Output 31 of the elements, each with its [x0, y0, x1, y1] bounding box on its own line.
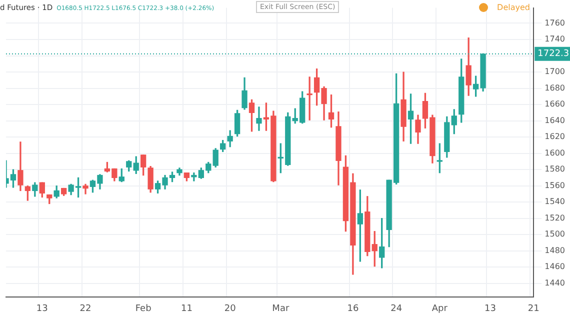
ref-line-label: 1722.3 [538, 49, 570, 60]
x-tick-label: 20 [224, 304, 236, 314]
x-tick-label: Mar [272, 304, 290, 314]
candlestick [306, 76, 312, 120]
y-tick-label: 1740 [544, 34, 565, 44]
x-tick-label: 13 [36, 304, 48, 314]
y-tick-label: 1500 [544, 230, 565, 239]
y-tick-label: 1560 [544, 180, 565, 190]
x-tick-label: Feb [135, 304, 152, 314]
candlestick [256, 106, 262, 131]
y-tick-label: 1580 [544, 164, 565, 174]
x-tick-label: 22 [80, 304, 92, 314]
annotation: Delayed [497, 3, 530, 12]
y-tick-label: 1480 [544, 246, 565, 255]
y-tick-label: 1760 [544, 18, 565, 28]
y-tick-label: 1460 [544, 262, 565, 272]
y-tick-label: 1540 [544, 197, 565, 206]
y-tick-label: 1700 [544, 67, 565, 76]
y-tick-label: 1600 [544, 148, 565, 158]
x-tick-label: 16 [347, 304, 359, 314]
y-tick-label: 1440 [544, 278, 565, 288]
y-tick-label: 1640 [544, 116, 565, 125]
y-tick-label: 1680 [544, 83, 565, 92]
x-tick-label: 11 [180, 304, 192, 314]
y-tick-label: 1520 [544, 213, 565, 222]
x-tick-label: 21 [528, 304, 540, 314]
y-tick-label: 1660 [544, 100, 565, 109]
y-tick-label: 1620 [544, 132, 565, 142]
x-tick-label: 13 [484, 304, 496, 314]
x-tick-label: Apr [432, 304, 448, 314]
x-tick-label: 24 [390, 304, 402, 314]
